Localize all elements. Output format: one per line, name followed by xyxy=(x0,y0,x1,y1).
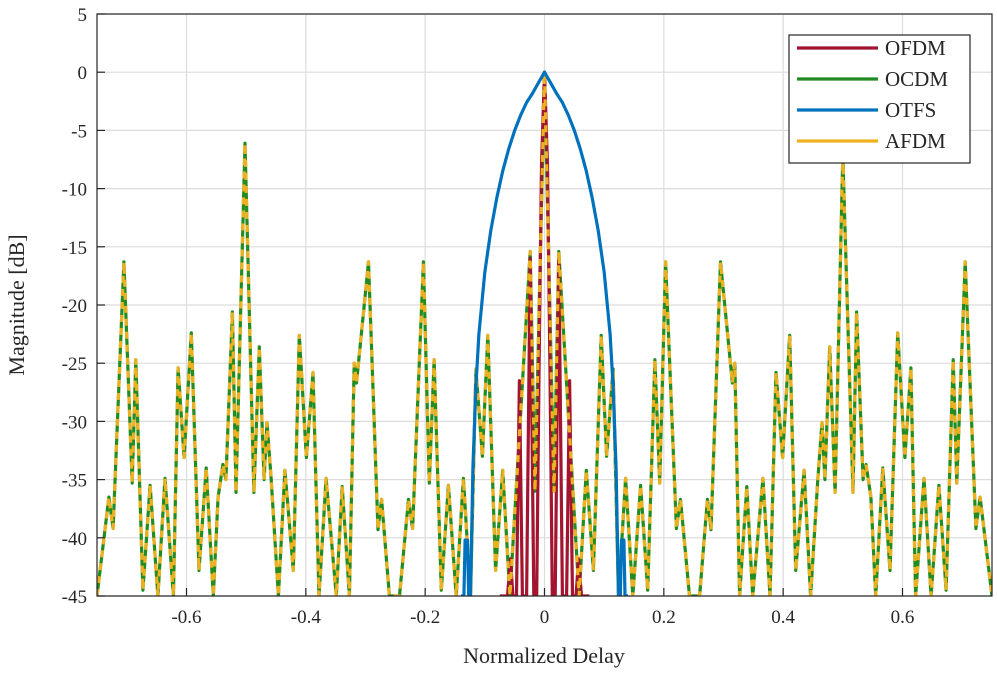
y-tick-label: -5 xyxy=(71,121,87,142)
y-tick-label: -35 xyxy=(62,471,87,492)
series-line-afdm xyxy=(97,70,992,596)
y-axis-label: Magnitude [dB] xyxy=(4,234,29,375)
axis-ticks: -0.6 -0.4 -0.2 0 0.2 0.4 0.6 5 0 -5 -10 -15 -20 -25 -3… xyxy=(62,5,915,628)
y-tick-label: -15 xyxy=(62,238,87,259)
x-tick-label: -0.6 xyxy=(171,607,201,628)
y-tick-label: -45 xyxy=(62,587,87,608)
legend-label-ofdm: OFDM xyxy=(885,36,946,60)
y-tick-label: 0 xyxy=(78,63,88,84)
legend-box xyxy=(788,34,971,164)
x-tick-label: 0 xyxy=(540,607,550,628)
plot-area xyxy=(97,70,992,596)
legend-label-otfs: OTFS xyxy=(885,98,936,122)
legend-label-afdm: AFDM xyxy=(885,129,946,153)
x-tick-label: 0.6 xyxy=(891,607,915,628)
legend: OFDM OCDM OTFS AFDM xyxy=(788,34,971,164)
y-tick-label: -20 xyxy=(62,296,87,317)
x-axis-label: Normalized Delay xyxy=(463,643,625,668)
series-line-otfs xyxy=(461,70,628,596)
y-tick-label: 5 xyxy=(78,5,88,26)
x-tick-label: -0.4 xyxy=(291,607,322,628)
y-tick-label: -30 xyxy=(62,412,87,433)
x-tick-label: 0.4 xyxy=(771,607,795,628)
x-tick-label: 0.2 xyxy=(652,607,676,628)
y-tick-label: -10 xyxy=(62,180,87,201)
y-tick-label: -25 xyxy=(62,354,87,375)
y-tick-label: -40 xyxy=(62,529,87,550)
x-tick-label: -0.2 xyxy=(410,607,440,628)
legend-label-ocdm: OCDM xyxy=(885,67,948,91)
